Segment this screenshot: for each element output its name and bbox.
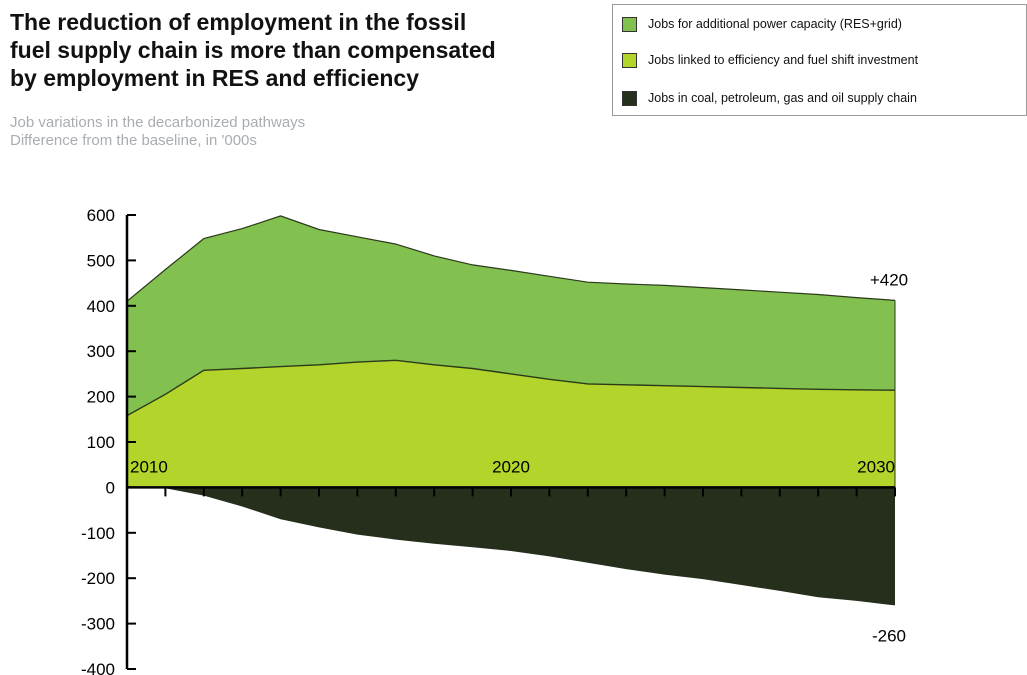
y-tick-label: -200 [81, 569, 115, 588]
x-year-label: 2010 [130, 457, 168, 476]
annotation-total-positive: +420 [870, 270, 908, 289]
y-tick-label: -400 [81, 660, 115, 675]
annotation-total-negative: -260 [872, 626, 906, 645]
title-line-2: fuel supply chain is more than compensat… [10, 37, 496, 63]
line-power-capacity-top [126, 215, 896, 302]
area-supply-chain [127, 487, 895, 606]
y-tick-label: 200 [87, 388, 115, 407]
legend-swatch-efficiency [622, 52, 637, 68]
y-tick-label: 400 [87, 297, 115, 316]
y-tick-label: -300 [81, 615, 115, 634]
y-tick-label: -100 [81, 524, 115, 543]
title-line-3: by employment in RES and efficiency [10, 65, 419, 91]
x-year-label: 2030 [857, 457, 895, 476]
chart-subtitle: Job variations in the decarbonized pathw… [10, 114, 305, 150]
subtitle-line-2: Difference from the baseline, in '000s [10, 132, 257, 149]
legend-item-supply-chain: Jobs in coal, petroleum, gas and oil sup… [622, 87, 917, 109]
area-power-capacity [127, 215, 895, 416]
chart-title: The reduction of employment in the fossi… [10, 8, 610, 92]
line-efficiency-top [126, 359, 896, 417]
legend-swatch-power-capacity [622, 16, 637, 32]
legend-label-power-capacity: Jobs for additional power capacity (RES+… [648, 17, 902, 31]
y-tick-label: 500 [87, 251, 115, 270]
legend-swatch-supply-chain [622, 90, 637, 106]
area-efficiency [127, 360, 895, 488]
x-year-label: 2020 [492, 457, 530, 476]
y-tick-label: 100 [87, 433, 115, 452]
legend-label-supply-chain: Jobs in coal, petroleum, gas and oil sup… [648, 91, 917, 105]
legend-label-efficiency: Jobs linked to efficiency and fuel shift… [648, 53, 919, 67]
title-line-1: The reduction of employment in the fossi… [10, 9, 467, 35]
y-tick-label: 600 [87, 206, 115, 225]
subtitle-line-1: Job variations in the decarbonized pathw… [10, 114, 306, 131]
legend: Jobs for additional power capacity (RES+… [612, 4, 1027, 116]
y-tick-label: 0 [106, 478, 115, 497]
legend-item-power-capacity: Jobs for additional power capacity (RES+… [622, 13, 902, 35]
y-tick-label: 300 [87, 342, 115, 361]
legend-item-efficiency: Jobs linked to efficiency and fuel shift… [622, 49, 918, 71]
